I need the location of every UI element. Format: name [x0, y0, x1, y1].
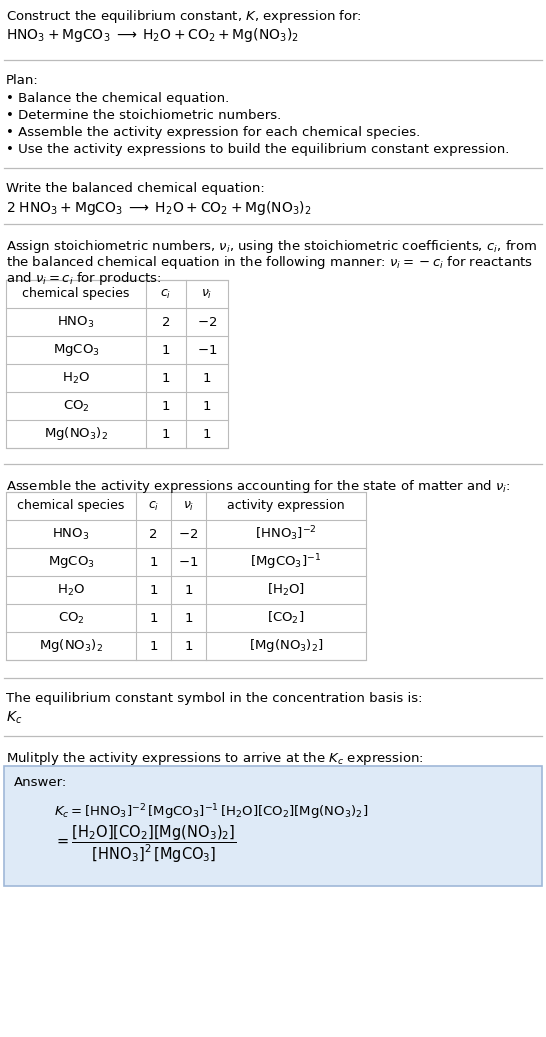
Text: 1: 1: [149, 612, 158, 624]
Bar: [6, 492, 366, 660]
Text: $[\mathrm{Mg(NO_3)_2}]$: $[\mathrm{Mg(NO_3)_2}]$: [249, 638, 323, 654]
Text: 2: 2: [162, 315, 170, 329]
Text: 1: 1: [184, 640, 193, 652]
Text: $[\mathrm{MgCO_3}]^{-1}$: $[\mathrm{MgCO_3}]^{-1}$: [251, 552, 322, 571]
Text: $\mathrm{Mg(NO_3)_2}$: $\mathrm{Mg(NO_3)_2}$: [39, 638, 103, 654]
Text: 1: 1: [162, 343, 170, 357]
Text: $-2$: $-2$: [197, 315, 217, 329]
Text: $-1$: $-1$: [179, 556, 199, 568]
Text: Assign stoichiometric numbers, $\nu_i$, using the stoichiometric coefficients, $: Assign stoichiometric numbers, $\nu_i$, …: [6, 239, 537, 255]
Text: chemical species: chemical species: [17, 500, 124, 512]
Text: $K_c = [\mathrm{HNO_3}]^{-2}\,[\mathrm{MgCO_3}]^{-1}\,[\mathrm{H_2O}][\mathrm{CO: $K_c = [\mathrm{HNO_3}]^{-2}\,[\mathrm{M…: [54, 802, 369, 821]
Text: $\mathrm{HNO_3}$: $\mathrm{HNO_3}$: [57, 314, 95, 330]
Text: $\mathrm{H_2O}$: $\mathrm{H_2O}$: [62, 370, 90, 386]
Text: Construct the equilibrium constant, $K$, expression for:: Construct the equilibrium constant, $K$,…: [6, 8, 362, 25]
Text: Plan:: Plan:: [6, 74, 39, 87]
Text: $\mathrm{HNO_3 + MgCO_3 \;\longrightarrow\; H_2O + CO_2 + Mg(NO_3)_2}$: $\mathrm{HNO_3 + MgCO_3 \;\longrightarro…: [6, 26, 299, 44]
Text: 1: 1: [162, 399, 170, 413]
Text: $[\mathrm{H_2O}]$: $[\mathrm{H_2O}]$: [267, 582, 305, 598]
Text: Mulitply the activity expressions to arrive at the $K_c$ expression:: Mulitply the activity expressions to arr…: [6, 750, 424, 767]
Text: $\mathrm{Mg(NO_3)_2}$: $\mathrm{Mg(NO_3)_2}$: [44, 425, 108, 443]
Text: and $\nu_i = c_i$ for products:: and $\nu_i = c_i$ for products:: [6, 270, 162, 287]
Text: $\mathrm{H_2O}$: $\mathrm{H_2O}$: [57, 583, 85, 597]
Text: 1: 1: [203, 399, 211, 413]
Text: 1: 1: [149, 640, 158, 652]
Text: 1: 1: [184, 612, 193, 624]
Text: Assemble the activity expressions accounting for the state of matter and $\nu_i$: Assemble the activity expressions accoun…: [6, 478, 511, 495]
Text: chemical species: chemical species: [22, 287, 130, 301]
Text: activity expression: activity expression: [227, 500, 345, 512]
Text: 1: 1: [162, 427, 170, 441]
Text: Answer:: Answer:: [14, 776, 67, 789]
Text: $\nu_i$: $\nu_i$: [183, 500, 194, 512]
Text: 1: 1: [203, 427, 211, 441]
Text: The equilibrium constant symbol in the concentration basis is:: The equilibrium constant symbol in the c…: [6, 692, 423, 705]
Text: $\mathrm{CO_2}$: $\mathrm{CO_2}$: [63, 398, 90, 414]
Text: the balanced chemical equation in the following manner: $\nu_i = -c_i$ for react: the balanced chemical equation in the fo…: [6, 254, 533, 271]
Text: $K_c$: $K_c$: [6, 710, 22, 726]
Text: 2: 2: [149, 528, 158, 540]
Text: $\nu_i$: $\nu_i$: [201, 287, 213, 301]
Text: $\mathrm{CO_2}$: $\mathrm{CO_2}$: [58, 611, 84, 625]
Text: • Balance the chemical equation.: • Balance the chemical equation.: [6, 92, 229, 105]
Text: $= \dfrac{[\mathrm{H_2O}][\mathrm{CO_2}][\mathrm{Mg(NO_3)_2}]}{[\mathrm{HNO_3}]^: $= \dfrac{[\mathrm{H_2O}][\mathrm{CO_2}]…: [54, 824, 236, 865]
Text: • Use the activity expressions to build the equilibrium constant expression.: • Use the activity expressions to build …: [6, 143, 509, 156]
Text: • Assemble the activity expression for each chemical species.: • Assemble the activity expression for e…: [6, 127, 420, 139]
Text: $[\mathrm{HNO_3}]^{-2}$: $[\mathrm{HNO_3}]^{-2}$: [255, 525, 317, 543]
Text: $\mathrm{HNO_3}$: $\mathrm{HNO_3}$: [52, 527, 90, 541]
Text: $[\mathrm{CO_2}]$: $[\mathrm{CO_2}]$: [268, 610, 305, 626]
Text: $-1$: $-1$: [197, 343, 217, 357]
Text: $c_i$: $c_i$: [161, 287, 171, 301]
Text: 1: 1: [162, 371, 170, 385]
Text: $\mathrm{MgCO_3}$: $\mathrm{MgCO_3}$: [48, 554, 94, 570]
Text: $\mathrm{MgCO_3}$: $\mathrm{MgCO_3}$: [52, 342, 99, 358]
Text: $\mathrm{2\; HNO_3 + MgCO_3 \;\longrightarrow\; H_2O + CO_2 + Mg(NO_3)_2}$: $\mathrm{2\; HNO_3 + MgCO_3 \;\longright…: [6, 199, 311, 217]
Text: 1: 1: [149, 584, 158, 596]
Text: $c_i$: $c_i$: [148, 500, 159, 512]
Text: 1: 1: [203, 371, 211, 385]
Text: • Determine the stoichiometric numbers.: • Determine the stoichiometric numbers.: [6, 109, 281, 122]
Text: 1: 1: [184, 584, 193, 596]
FancyBboxPatch shape: [4, 766, 542, 886]
Text: Write the balanced chemical equation:: Write the balanced chemical equation:: [6, 183, 265, 195]
Bar: [6, 280, 228, 448]
Text: $-2$: $-2$: [179, 528, 199, 540]
Text: 1: 1: [149, 556, 158, 568]
